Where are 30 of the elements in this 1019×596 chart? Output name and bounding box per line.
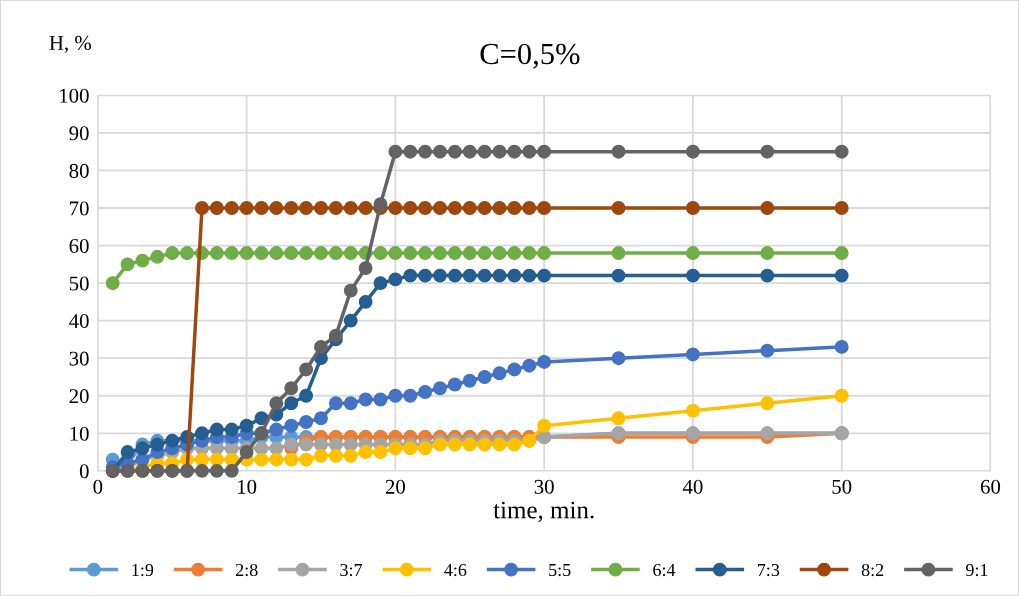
x-tick-label: 10 [238, 479, 257, 494]
legend-label: 8:2 [861, 563, 884, 577]
legend-label: 9:1 [966, 563, 988, 577]
legend-label: 1:9 [132, 563, 154, 577]
legend-label: 5:5 [549, 564, 571, 577]
y-tick-label: 10 [70, 426, 89, 441]
y-axis-title: H, % [49, 35, 92, 53]
y-tick-label: 0 [79, 464, 89, 479]
y-tick-label: 30 [69, 351, 89, 366]
legend-label: 3:7 [340, 563, 363, 577]
x-tick-label: 50 [832, 479, 852, 494]
x-tick-label: 0 [93, 479, 103, 494]
y-tick-label: 40 [69, 314, 89, 329]
x-tick-label: 30 [534, 479, 554, 494]
y-tick-label: 20 [69, 389, 89, 404]
x-axis-title: time, min. [493, 501, 594, 523]
x-tick-label: 60 [980, 479, 1001, 494]
x-tick-label: 20 [385, 479, 405, 494]
chart-title: C=0,5% [480, 43, 580, 69]
y-tick-label: 90 [69, 126, 89, 141]
legend-label: 4:6 [444, 563, 467, 577]
y-tick-label: 100 [60, 88, 89, 103]
legend-label: 2:8 [235, 563, 258, 577]
legend-label: 6:4 [653, 563, 676, 577]
y-tick-label: 80 [69, 163, 89, 178]
y-tick-label: 70 [70, 201, 89, 216]
y-tick-label: 60 [69, 238, 89, 253]
legend-label: 7:3 [757, 563, 780, 577]
x-tick-label: 40 [682, 479, 703, 494]
y-tick-label: 50 [69, 276, 89, 291]
